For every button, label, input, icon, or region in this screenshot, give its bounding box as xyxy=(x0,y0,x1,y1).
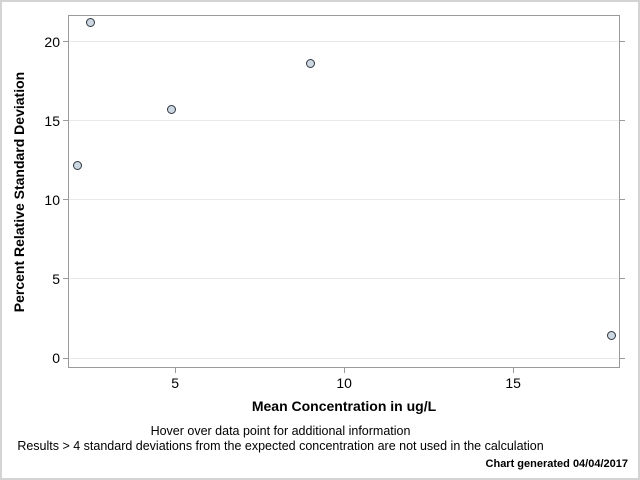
y-tick-right xyxy=(620,357,625,359)
data-point[interactable] xyxy=(72,160,82,170)
gridline xyxy=(69,41,619,43)
gridline xyxy=(69,120,619,122)
y-tick-label: 0 xyxy=(52,350,60,367)
y-tick-right xyxy=(620,199,625,201)
plot-area xyxy=(68,15,620,368)
y-tick-left xyxy=(63,199,68,201)
y-tick-label: 15 xyxy=(44,112,60,129)
x-tick-label: 10 xyxy=(336,375,352,391)
y-tick-right xyxy=(620,120,625,122)
y-tick-right xyxy=(620,41,625,43)
data-point[interactable] xyxy=(606,331,616,341)
y-tick-left xyxy=(63,278,68,280)
y-tick-left xyxy=(63,120,68,122)
footnote-results-note: Results > 4 standard deviations from the… xyxy=(17,439,544,453)
gridline xyxy=(69,278,619,280)
x-tick xyxy=(174,368,176,373)
gridline xyxy=(69,199,619,201)
data-point[interactable] xyxy=(86,18,96,28)
data-point[interactable] xyxy=(305,59,315,69)
y-tick-label: 5 xyxy=(52,270,60,287)
footnote-hover-hint: Hover over data point for additional inf… xyxy=(150,424,411,438)
y-tick-left xyxy=(63,357,68,359)
x-tick-label: 5 xyxy=(171,375,180,391)
data-point[interactable] xyxy=(167,105,177,115)
x-tick-label: 15 xyxy=(505,375,521,391)
x-axis-title: Mean Concentration in ug/L xyxy=(251,398,437,414)
x-tick xyxy=(343,368,345,373)
gridline xyxy=(69,357,619,359)
footnote-generated-date: Chart generated 04/04/2017 xyxy=(485,458,628,470)
y-tick-right xyxy=(620,278,625,280)
y-tick-left xyxy=(63,41,68,43)
y-tick-label: 20 xyxy=(44,33,60,50)
y-tick-label: 10 xyxy=(44,191,60,208)
x-tick xyxy=(512,368,514,373)
